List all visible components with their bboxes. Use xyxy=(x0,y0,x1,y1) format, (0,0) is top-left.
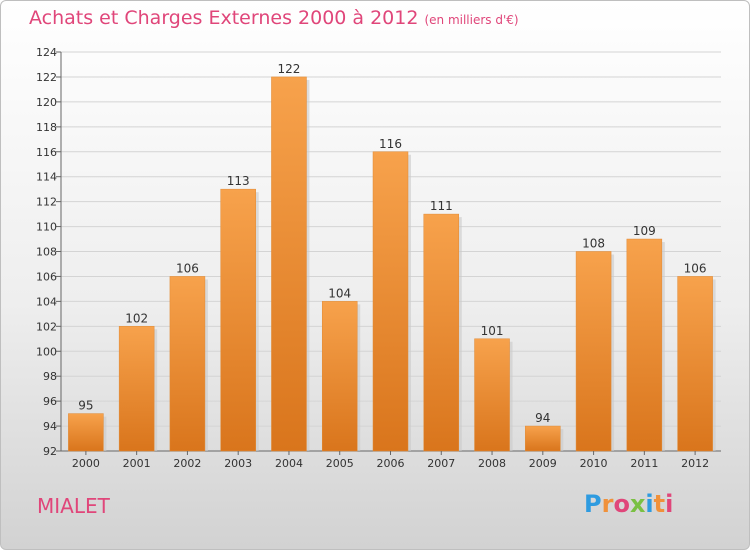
logo-letter: t xyxy=(653,490,666,518)
proxiti-logo: Proxiti xyxy=(584,490,673,518)
y-tick-label: 98 xyxy=(43,370,57,383)
logo-letter: i xyxy=(645,490,654,518)
x-tick-label: 2008 xyxy=(478,457,506,470)
x-tick-label: 2009 xyxy=(529,457,557,470)
y-tick-label: 112 xyxy=(36,196,57,209)
bar xyxy=(474,338,510,452)
bar xyxy=(271,76,307,452)
y-tick-label: 120 xyxy=(36,96,57,109)
y-tick-label: 122 xyxy=(36,71,57,84)
y-tick-label: 102 xyxy=(36,320,57,333)
x-tick-label: 2012 xyxy=(681,457,709,470)
logo-letter: i xyxy=(665,490,674,518)
place-name: MIALET xyxy=(37,494,110,518)
chart-title: Achats et Charges Externes 2000 à 2012 (e… xyxy=(29,7,519,29)
y-tick-label: 124 xyxy=(36,46,57,59)
bar xyxy=(423,213,460,452)
y-tick-label: 108 xyxy=(36,246,57,259)
logo-letter: x xyxy=(629,490,646,518)
bar xyxy=(525,425,561,452)
bar-value-label: 101 xyxy=(481,324,504,338)
bar xyxy=(169,276,206,452)
logo-letter: r xyxy=(601,490,614,518)
bar xyxy=(321,301,358,452)
bar xyxy=(626,238,663,452)
x-tick-label: 2001 xyxy=(123,457,151,470)
logo-letter: o xyxy=(613,490,630,518)
title-unit: (en milliers d'€) xyxy=(424,13,519,27)
x-tick-label: 2003 xyxy=(224,457,252,470)
bar-value-label: 111 xyxy=(430,199,453,213)
title-text: Achats et Charges Externes 2000 à 2012 xyxy=(29,7,419,29)
bar-value-label: 108 xyxy=(582,237,605,251)
x-tick-label: 2010 xyxy=(580,457,608,470)
bar-value-label: 95 xyxy=(78,399,93,413)
y-tick-label: 114 xyxy=(36,171,57,184)
x-tick-label: 2004 xyxy=(275,457,303,470)
x-tick-label: 2002 xyxy=(173,457,201,470)
y-tick-label: 94 xyxy=(43,420,57,433)
bar-value-label: 94 xyxy=(535,411,550,425)
bar xyxy=(220,188,256,452)
bar-value-label: 106 xyxy=(684,261,707,275)
bar xyxy=(118,326,155,452)
bar-value-label: 113 xyxy=(227,174,250,188)
y-tick-label: 118 xyxy=(36,121,57,134)
x-tick-label: 2011 xyxy=(630,457,658,470)
x-tick-label: 2007 xyxy=(427,457,455,470)
bar-value-label: 109 xyxy=(633,224,656,238)
bar-value-label: 102 xyxy=(125,311,148,325)
bar-value-label: 104 xyxy=(328,286,351,300)
bar-value-label: 116 xyxy=(379,137,402,151)
y-tick-label: 116 xyxy=(36,146,57,159)
y-tick-label: 100 xyxy=(36,345,57,358)
bar-value-label: 106 xyxy=(176,261,199,275)
x-tick-label: 2000 xyxy=(72,457,100,470)
x-tick-label: 2006 xyxy=(377,457,405,470)
y-tick-label: 110 xyxy=(36,221,57,234)
logo-letter: P xyxy=(584,490,602,518)
bar xyxy=(677,276,713,452)
y-tick-label: 92 xyxy=(43,445,57,458)
y-tick-label: 96 xyxy=(43,395,57,408)
bar xyxy=(372,151,409,452)
bar xyxy=(575,251,612,452)
y-tick-label: 106 xyxy=(36,270,57,283)
bar xyxy=(68,413,104,452)
x-tick-label: 2005 xyxy=(326,457,354,470)
y-tick-label: 104 xyxy=(36,295,57,308)
bar-value-label: 122 xyxy=(278,62,301,76)
